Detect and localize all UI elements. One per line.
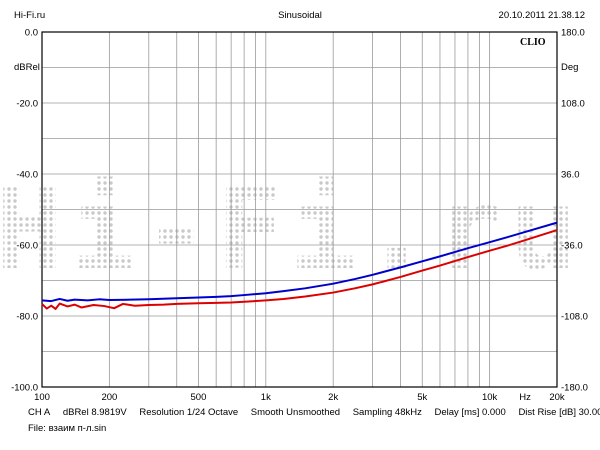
footer-resolution: Resolution 1/24 Octave [139,407,239,418]
y-tick-label-right: -108.0 [561,312,588,323]
plot-frame [41,31,558,388]
footer-settings: CH A dBRel 8.9819V Resolution 1/24 Octav… [28,408,600,418]
clio-brand: CLIO [520,37,546,48]
x-tick-label: 5k [417,392,427,403]
series-line-1 [41,221,558,303]
x-tick-label: 200 [101,392,117,403]
footer-smooth: Smooth Unsmoothed [250,407,341,418]
footer-level: dBRel 8.9819V [62,407,127,418]
y-tick-label-left: -60.0 [16,241,38,252]
x-tick-label: 100 [34,392,50,403]
footer-channel: CH A [28,407,51,418]
x-tick-label: 10k [482,392,498,403]
y-tick-label-right: 108.0 [561,99,585,110]
left-axis-unit: dBRel [14,62,40,73]
footer-dist-rise: Dist Rise [dB] 30.00 [518,407,600,418]
header-datetime: 20.10.2011 21.38.12 [498,10,585,21]
y-tick-label-left: -40.0 [16,170,38,181]
y-tick-label-right: 180.0 [561,28,585,39]
x-tick-label: 20k [549,392,565,403]
footer-delay: Delay [ms] 0.000 [434,407,506,418]
y-tick-label-left: 0.0 [25,28,38,39]
x-tick-label: 500 [191,392,207,403]
y-tick-label-left: -20.0 [16,99,38,110]
y-tick-label-left: -80.0 [16,312,38,323]
x-unit-label: Hz [519,392,531,403]
footer-sampling: Sampling 48kHz [352,407,422,418]
y-tick-label-right: -180.0 [561,383,588,394]
header-left: Hi-Fi.ru [14,10,46,21]
y-tick-label-right: 36.0 [561,170,580,181]
series-line-2 [41,229,558,310]
x-tick-label: 1k [261,392,271,403]
watermark-logo: Hi-Fi.ru [0,165,583,295]
right-axis-unit: Deg [561,62,579,73]
x-tick-label: 2k [328,392,338,403]
footer-file: File: взаим п-л.sin [28,423,107,434]
y-tick-label-right: -36.0 [561,241,583,252]
y-tick-label-left: -100.0 [11,383,38,394]
header-title: Sinusoidal [278,10,322,21]
